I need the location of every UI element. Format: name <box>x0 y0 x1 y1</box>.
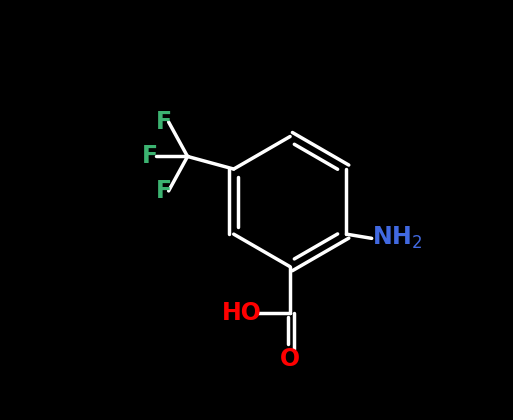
Text: HO: HO <box>222 301 262 325</box>
Text: NH$_2$: NH$_2$ <box>372 225 422 252</box>
Text: F: F <box>142 144 158 168</box>
Text: F: F <box>156 110 172 134</box>
Text: O: O <box>280 347 300 371</box>
Text: F: F <box>156 179 172 203</box>
